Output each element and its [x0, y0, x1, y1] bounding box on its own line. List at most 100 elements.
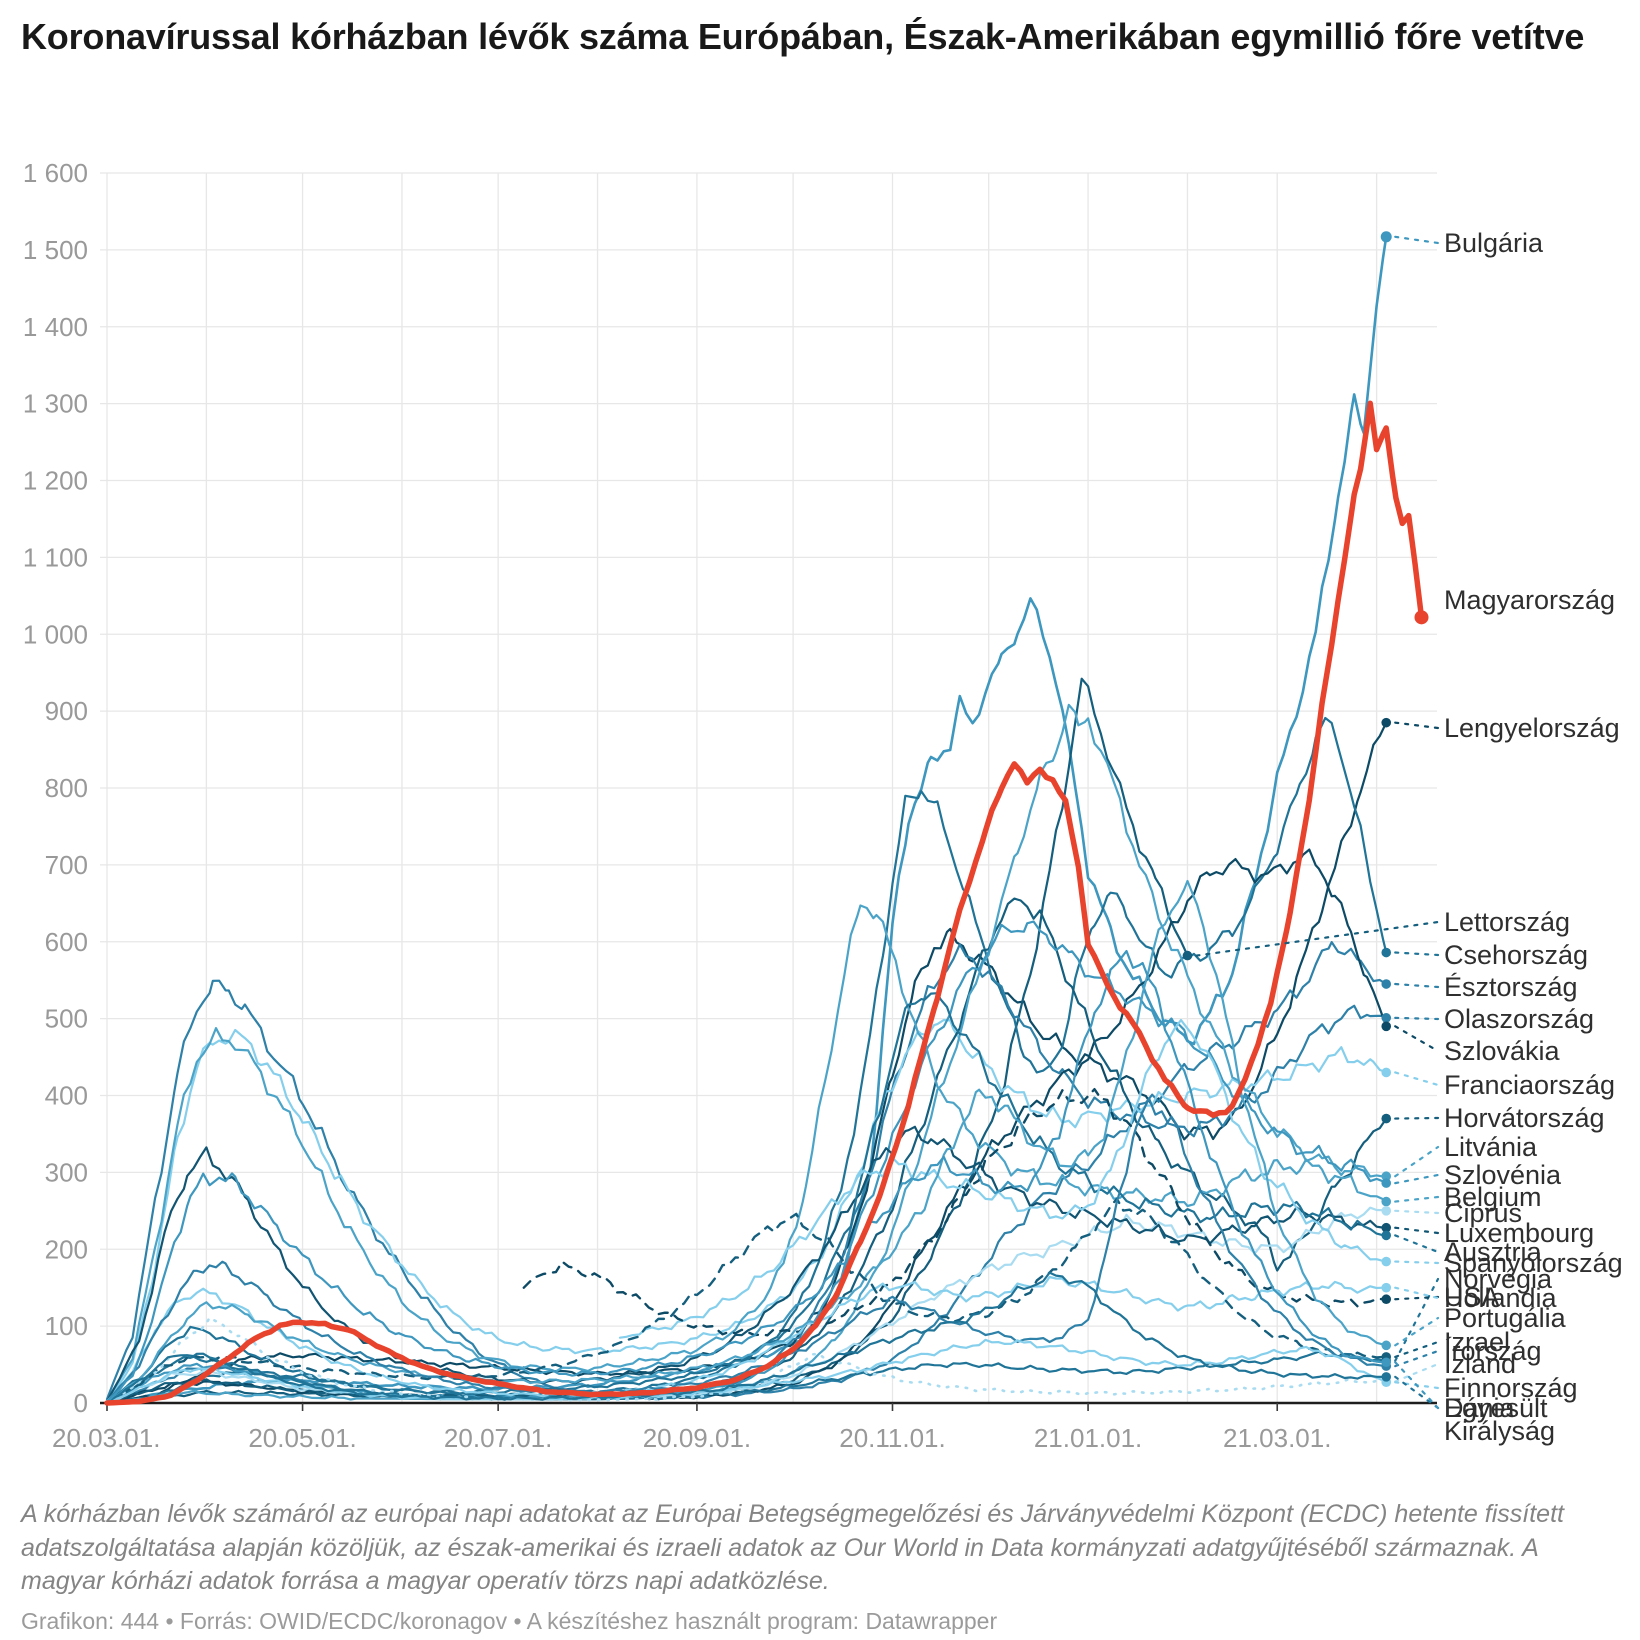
series-endpoint-ciprus: [1381, 1206, 1392, 1216]
series-leader-bulgaria: [1394, 235, 1440, 245]
series-line-izrael: [105, 1197, 1388, 1405]
series-line-luxembourg: [105, 1125, 1388, 1403]
series-endpoint-litvania: [1381, 1171, 1392, 1182]
series-endpoints: [1182, 231, 1440, 1410]
series-leader-hollandia: [1394, 1286, 1440, 1300]
series-endpoint-szlovakia: [1381, 1021, 1392, 1032]
series-label-luxembourg: Luxembourg: [1444, 1218, 1594, 1248]
series-leader-esztorszag: [1394, 982, 1440, 989]
series-label-franciaorszag: Franciaország: [1444, 1070, 1615, 1100]
series-label-lettorszag: Lettország: [1444, 907, 1570, 937]
series-line-izland: [105, 1316, 1388, 1405]
series-line-franciaorszag: [105, 1018, 1388, 1403]
series-endpoint-hollandia: [1381, 1282, 1392, 1293]
series-line-portugalia: [105, 879, 1388, 1404]
series-endpoint-usa: [1381, 1294, 1392, 1305]
y-axis-tick-label: 600: [45, 927, 88, 957]
y-axis-tick-label: 500: [45, 1004, 88, 1034]
series-line-ausztria: [105, 992, 1388, 1405]
series-leader-szlovenia: [1394, 1173, 1440, 1185]
y-axis-tick-label: 100: [45, 1311, 88, 1341]
series-line-csehorszag: [105, 716, 1388, 1405]
chart-notes: A kórházban lévők számáról az európai na…: [21, 1500, 1564, 1595]
series-label-belgium: Belgium: [1444, 1182, 1542, 1212]
series-endpoint-horvatorszag: [1381, 1113, 1392, 1124]
series-line-magyarorszag: [104, 400, 1425, 1406]
series-endpoint-egyesult-kiralysag: [1381, 1357, 1392, 1368]
series-leader-dania: [1394, 1375, 1440, 1410]
series-endpoint-bulgaria: [1380, 231, 1392, 243]
series-leader-spanyolorszag: [1394, 1260, 1440, 1265]
series-leader-ciprus: [1394, 1209, 1440, 1215]
y-axis-tick-label: 1 100: [23, 542, 88, 572]
y-axis-tick-label: 1 200: [23, 466, 88, 496]
y-axis-tick-label: 0: [74, 1388, 88, 1418]
series-label-lengyelorszag: Lengyelország: [1444, 713, 1620, 743]
x-axis-tick-label: 20.09.01.: [643, 1423, 751, 1453]
series-label-szlovenia: Szlovénia: [1444, 1160, 1562, 1190]
series-leader-horvatorszag: [1394, 1116, 1440, 1120]
series-line-szlovenia: [105, 920, 1388, 1405]
chart-credit: Grafikon: 444 • Forrás: OWID/ECDC/korona…: [21, 1608, 998, 1634]
y-axis-tick-label: 1 600: [23, 158, 88, 188]
series-label-norvegia: Norvégia: [1444, 1264, 1553, 1294]
series-leader-csehorszag: [1394, 951, 1440, 957]
series-endpoint-szlovenia: [1381, 1178, 1392, 1188]
y-axis-tick-label: 800: [45, 773, 88, 803]
x-axis-tick-label: 21.01.01.: [1034, 1423, 1142, 1453]
series-endpoint-portugalia: [1381, 1340, 1392, 1351]
series-label-horvatorszag: Horvátország: [1444, 1103, 1605, 1133]
series-leader-usa: [1394, 1295, 1440, 1301]
series-endpoint-ausztria: [1381, 1230, 1392, 1241]
series-leader-lengyelorszag: [1394, 721, 1440, 730]
x-axis-tick-label: 20.07.01.: [444, 1423, 552, 1453]
x-axis-tick-label: 20.03.01.: [52, 1423, 160, 1453]
y-axis-tick-label: 400: [45, 1081, 88, 1111]
series-label-egyesult-kiralysag: Egyesült: [1444, 1393, 1548, 1423]
series-label-usa: USA: [1444, 1282, 1500, 1312]
series-leader-luxembourg: [1394, 1226, 1440, 1235]
series-endpoint-olaszorszag: [1381, 1013, 1392, 1023]
series-leader-franciaorszag: [1394, 1071, 1440, 1087]
x-axis-tick-label: 21.03.01.: [1223, 1423, 1331, 1453]
series-lines: [104, 235, 1425, 1406]
series-label-izrael: Izrael: [1444, 1327, 1510, 1357]
series-endpoint-lengyelorszag: [1381, 717, 1392, 728]
y-axis-tick-label: 300: [45, 1157, 88, 1187]
series-line-norvegia: [105, 1350, 1388, 1405]
series-leader-olaszorszag: [1394, 1016, 1440, 1021]
series-line-egyesult-kiralysag: [105, 949, 1388, 1404]
series-line-belgium: [105, 904, 1388, 1403]
series-label-esztorszag: Észtország: [1444, 972, 1578, 1002]
series-leader-portugalia: [1394, 1316, 1440, 1347]
series-endpoint-franciaorszag: [1381, 1067, 1392, 1078]
series-label-irorszag: Írország: [1444, 1336, 1542, 1366]
series-leader-belgium: [1394, 1195, 1440, 1203]
series-line-irorszag: [105, 1097, 1388, 1404]
y-axis-tick-label: 1 300: [23, 389, 88, 419]
series-label-litvania: Litvánia: [1444, 1132, 1538, 1162]
series-line-dania: [105, 1271, 1388, 1404]
x-axis-tick-label: 20.05.01.: [248, 1423, 356, 1453]
x-axis-tick-label: 20.11.01.: [839, 1423, 946, 1453]
series-endpoint-spanyolorszag: [1381, 1256, 1392, 1267]
series-line-spanyolorszag: [618, 1018, 1388, 1339]
series-leader-izrael: [1394, 1340, 1440, 1358]
y-axis-tick-label: 1 000: [23, 619, 88, 649]
series-leader-szlovakia: [1394, 1025, 1440, 1053]
series-line-bulgaria: [105, 235, 1388, 1405]
series-label-izland: Izland: [1444, 1349, 1516, 1379]
series-label-bulgaria: Bulgária: [1444, 228, 1544, 258]
y-axis-tick-label: 1 500: [23, 235, 88, 265]
series-leader-izland: [1394, 1362, 1440, 1383]
series-endpoint-belgium: [1381, 1196, 1392, 1207]
y-axis-tick-label: 1 400: [23, 312, 88, 342]
series-label-ausztria: Ausztria: [1444, 1237, 1543, 1267]
series-leader-litvania: [1394, 1145, 1440, 1178]
series-endpoint-csehorszag: [1381, 947, 1392, 958]
series-endpoint-luxembourg: [1381, 1222, 1392, 1233]
series-line-litvania: [105, 703, 1388, 1405]
series-label-magyarorszag: Magyarország: [1444, 585, 1615, 615]
series-leader-egyesult-kiralysag: [1394, 1361, 1440, 1410]
